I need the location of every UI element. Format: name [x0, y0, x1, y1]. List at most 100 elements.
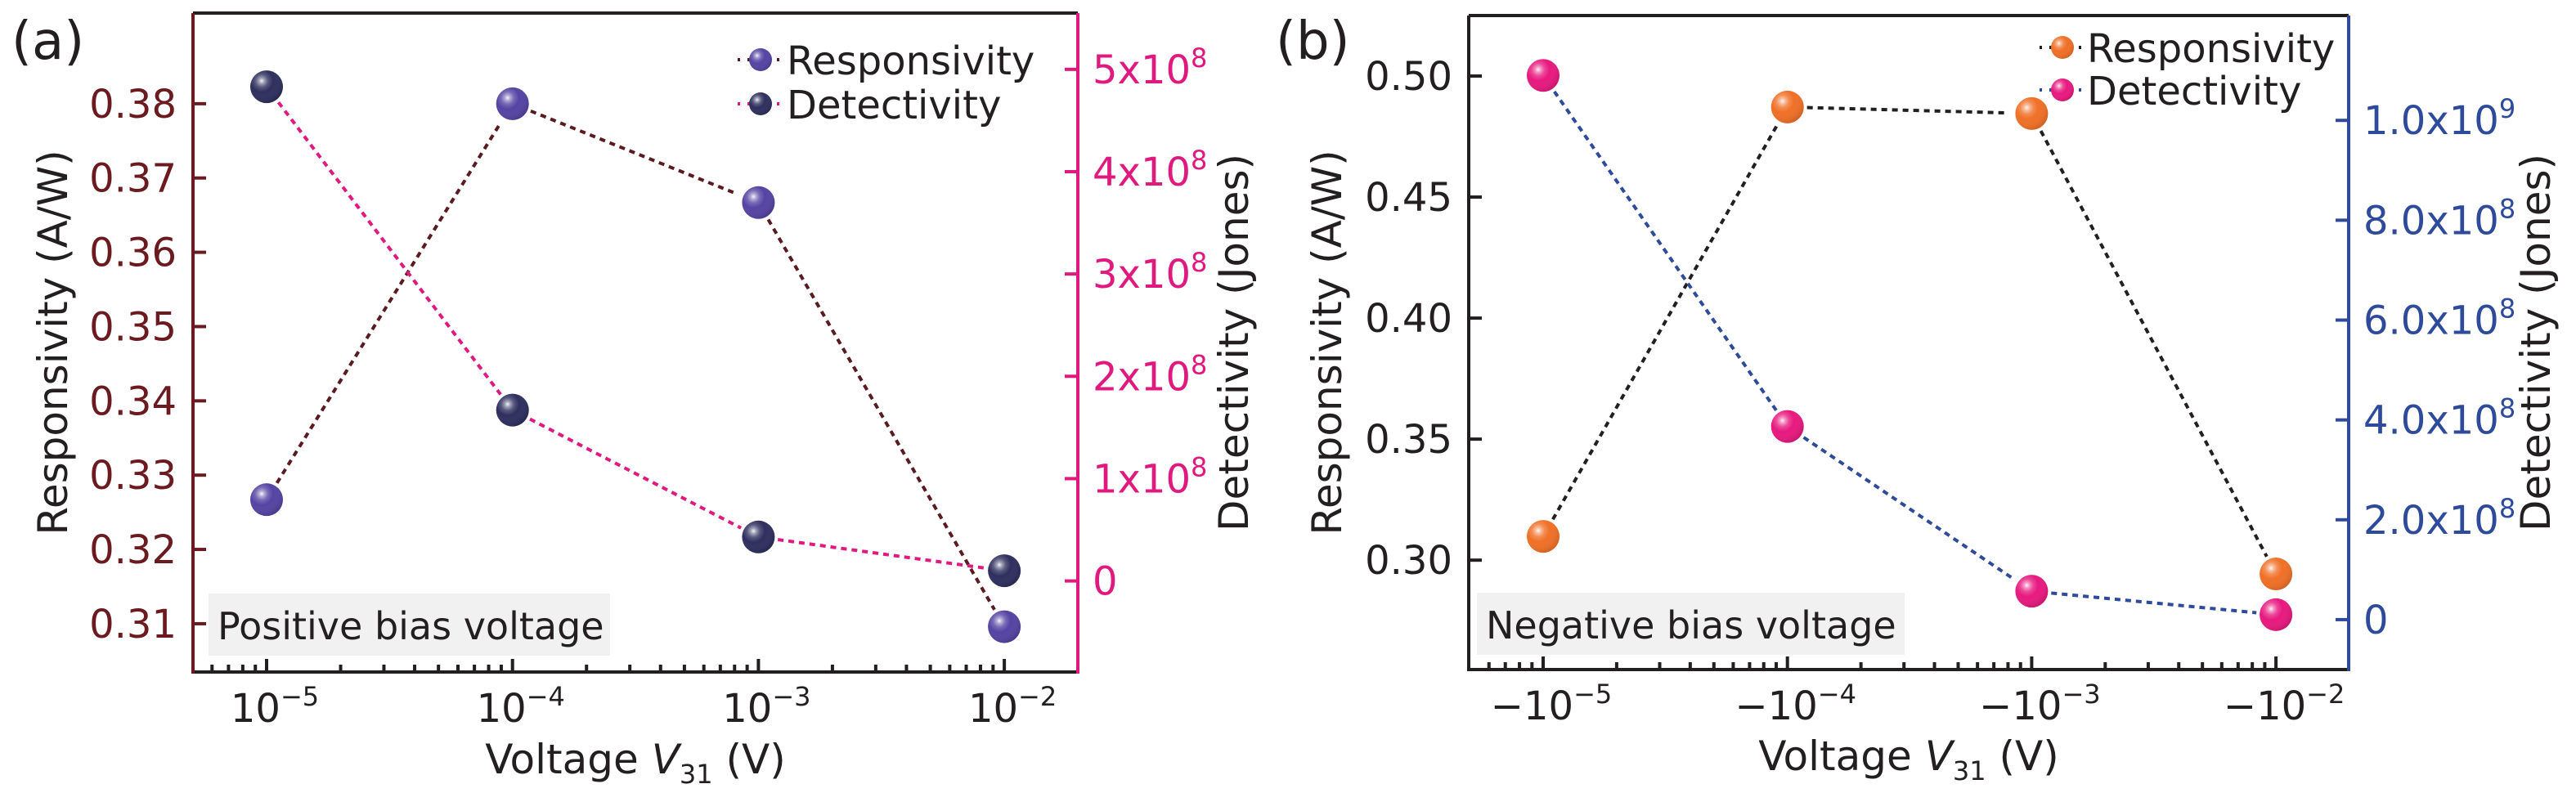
x-axis-title-sub: 31 [680, 759, 713, 790]
y-tick-label-right: 2x108 [1093, 349, 1207, 400]
tick-exponent: −5 [1573, 679, 1612, 710]
legend-label-responsivity-b: Responsivity [2087, 26, 2335, 72]
tick-base: −10 [1979, 683, 2062, 729]
y-tick-label-left: 0.31 [89, 602, 177, 647]
annotation-text-a: Positive bias voltage [218, 604, 604, 648]
y-tick-label-right: 5x108 [1093, 43, 1207, 93]
legend-marker-glow [749, 92, 772, 115]
legend-label-detectivity-a: Detectivity [787, 83, 1001, 128]
series-lines-b [1551, 90, 2269, 615]
panel-label-a: (a) [11, 11, 84, 72]
series-line-detectivity [276, 101, 502, 396]
data-point-highlight [1527, 520, 1560, 553]
panel-label-b: (b) [1276, 11, 1350, 72]
x-tick-label: −10−5 [1491, 679, 1612, 729]
series-line-detectivity [529, 417, 742, 530]
series-line-responsivity [766, 218, 996, 611]
panel-b: (b) 0.300.350.400.450.5002.0x1084.0x1086… [1276, 11, 2560, 786]
series-line-detectivity [2051, 591, 2257, 615]
y-tick-label-right: 3x108 [1093, 247, 1207, 298]
tick-exponent: −3 [772, 681, 810, 712]
series-points-a [250, 70, 1021, 643]
y-tick-label-right: 4.0x108 [2363, 393, 2515, 444]
y-axis-title-left-b: Responsivity (A/W) [1304, 150, 1351, 535]
tick-exponent: 8 [1191, 43, 1207, 74]
x-axis-title-prefix: Voltage [485, 736, 651, 783]
tick-exponent: 8 [1191, 145, 1207, 176]
tick-exponent: 8 [2499, 393, 2515, 424]
tick-base: 1x10 [1093, 456, 1191, 502]
data-point-highlight [2015, 96, 2049, 130]
series-line-responsivity [275, 119, 504, 484]
x-tick-label: −10−4 [1735, 679, 1856, 729]
series-line-detectivity [1802, 436, 2017, 582]
y-tick-label-left: 0.35 [89, 304, 177, 350]
tick-base: 4.0x10 [2363, 398, 2499, 444]
data-point-highlight [742, 186, 775, 219]
annotation-text-b: Negative bias voltage [1486, 603, 1896, 647]
data-point-highlight [1527, 59, 1560, 92]
tick-exponent: 8 [2499, 193, 2515, 224]
y-axis-title-right-b: Detectivity (Jones) [2512, 154, 2560, 531]
series-line-detectivity [1553, 90, 1778, 412]
tick-exponent: −2 [1018, 681, 1057, 712]
data-point-highlight [496, 87, 529, 120]
x-axis-title-a: Voltage V31 (V) [485, 736, 786, 790]
y-tick-label-right: 1x108 [1093, 451, 1207, 502]
tick-base: 8.0x10 [2363, 198, 2499, 244]
y-tick-label-left: 0.50 [1365, 54, 1452, 100]
tick-exponent: 9 [2499, 93, 2515, 124]
x-axis-title-sub: 31 [1953, 755, 1986, 786]
tick-base: −10 [1735, 683, 1817, 729]
panel-a: (a) 0.31 0.32 0.33 0.34 0.35 0.36 0.37 0.38 0 1x1… [11, 11, 1258, 790]
x-axis-title-var: V [652, 736, 683, 783]
tick-base: 3x10 [1093, 252, 1191, 298]
data-point-highlight [2015, 575, 2049, 608]
tick-exponent: −2 [2306, 679, 2345, 710]
tick-base: 2.0x10 [2363, 498, 2499, 544]
y-tick-label-right: 0 [2363, 598, 2389, 643]
series-line-responsivity [530, 109, 741, 197]
y-tick-label-right: 2.0x108 [2363, 493, 2515, 544]
y-tick-label-right: 6.0x108 [2363, 293, 2515, 344]
data-point-highlight [742, 520, 775, 553]
annotation-box-a [209, 594, 610, 656]
legend-marker-glow [2051, 36, 2074, 59]
y-axis-title-right-a: Detectivity (Jones) [1210, 154, 1258, 531]
data-point-highlight [1770, 410, 1804, 443]
tick-exponent: −4 [527, 681, 565, 712]
y-tick-label-left: 0.37 [89, 156, 177, 202]
ticks-b: 0.300.350.400.450.5002.0x1084.0x1086.0x1… [1365, 54, 2515, 729]
x-tick-label: 10−4 [477, 681, 565, 732]
series-line-responsivity [2039, 130, 2269, 558]
x-tick-label: −10−2 [2224, 679, 2345, 729]
x-axis-title-b: Voltage V31 (V) [1758, 733, 2059, 786]
y-tick-label-right: 4x108 [1093, 145, 1207, 195]
tick-base: 2x10 [1093, 354, 1191, 400]
legend-marker-glow [2051, 78, 2074, 101]
tick-base: 10 [722, 686, 772, 732]
tick-exponent: −3 [2062, 679, 2100, 710]
tick-exponent: 8 [1191, 451, 1207, 482]
y-tick-label-left: 0.34 [89, 379, 177, 424]
x-axis-title-suffix: (V) [713, 736, 786, 783]
x-tick-label: 10−2 [968, 681, 1057, 732]
y-tick-label-left: 0.40 [1365, 296, 1452, 342]
data-point-highlight [496, 393, 529, 427]
x-axis-title-prefix: Voltage [1758, 733, 1924, 780]
tick-exponent: 8 [2499, 493, 2515, 524]
y-tick-label-left: 0.36 [89, 231, 177, 276]
data-point-highlight [988, 554, 1021, 588]
data-point-highlight [2260, 598, 2293, 631]
legend-b: Responsivity Detectivity [2040, 26, 2335, 114]
y-tick-label-left: 0.30 [1365, 538, 1452, 584]
legend-label-detectivity-b: Detectivity [2087, 69, 2301, 114]
series-line-responsivity [1551, 123, 1779, 521]
y-tick-label-right: 0 [1093, 559, 1118, 605]
x-axis-title-suffix: (V) [1986, 733, 2059, 780]
tick-base: 10 [968, 686, 1018, 732]
annotation-box-b [1477, 593, 1905, 655]
tick-base: 1.0x10 [2363, 98, 2499, 144]
data-point-highlight [988, 610, 1021, 643]
tick-base: 4x10 [1093, 150, 1191, 195]
